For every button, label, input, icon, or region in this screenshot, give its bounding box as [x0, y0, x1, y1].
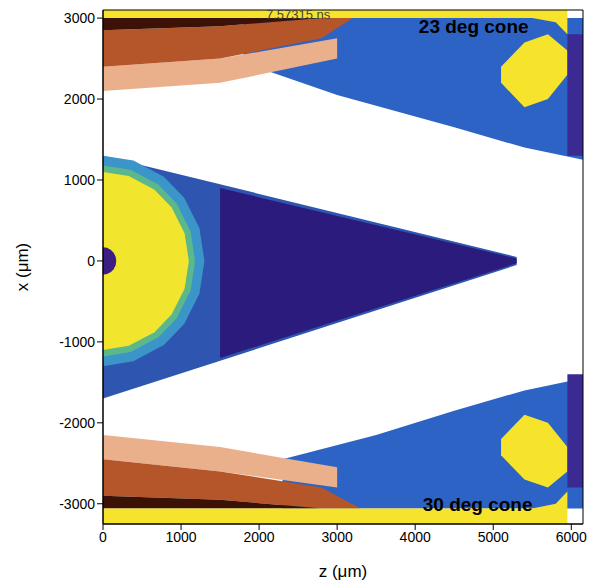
svg-text:z (μm): z (μm) — [319, 562, 368, 581]
svg-text:3000: 3000 — [64, 10, 95, 26]
svg-text:2000: 2000 — [244, 529, 275, 545]
svg-text:7.57315 ns: 7.57315 ns — [266, 7, 331, 22]
svg-text:-3000: -3000 — [59, 496, 95, 512]
svg-text:6000: 6000 — [556, 529, 587, 545]
svg-text:30 deg cone: 30 deg cone — [423, 494, 533, 515]
svg-text:-1000: -1000 — [59, 334, 95, 350]
svg-text:5000: 5000 — [478, 529, 509, 545]
svg-text:1000: 1000 — [165, 529, 196, 545]
svg-text:23 deg cone: 23 deg cone — [419, 16, 529, 37]
svg-text:3000: 3000 — [322, 529, 353, 545]
svg-text:-2000: -2000 — [59, 415, 95, 431]
svg-text:2000: 2000 — [64, 91, 95, 107]
svg-text:1000: 1000 — [64, 172, 95, 188]
svg-text:x (μm): x (μm) — [13, 243, 32, 292]
svg-text:4000: 4000 — [400, 529, 431, 545]
svg-text:0: 0 — [99, 529, 107, 545]
svg-text:0: 0 — [87, 253, 95, 269]
